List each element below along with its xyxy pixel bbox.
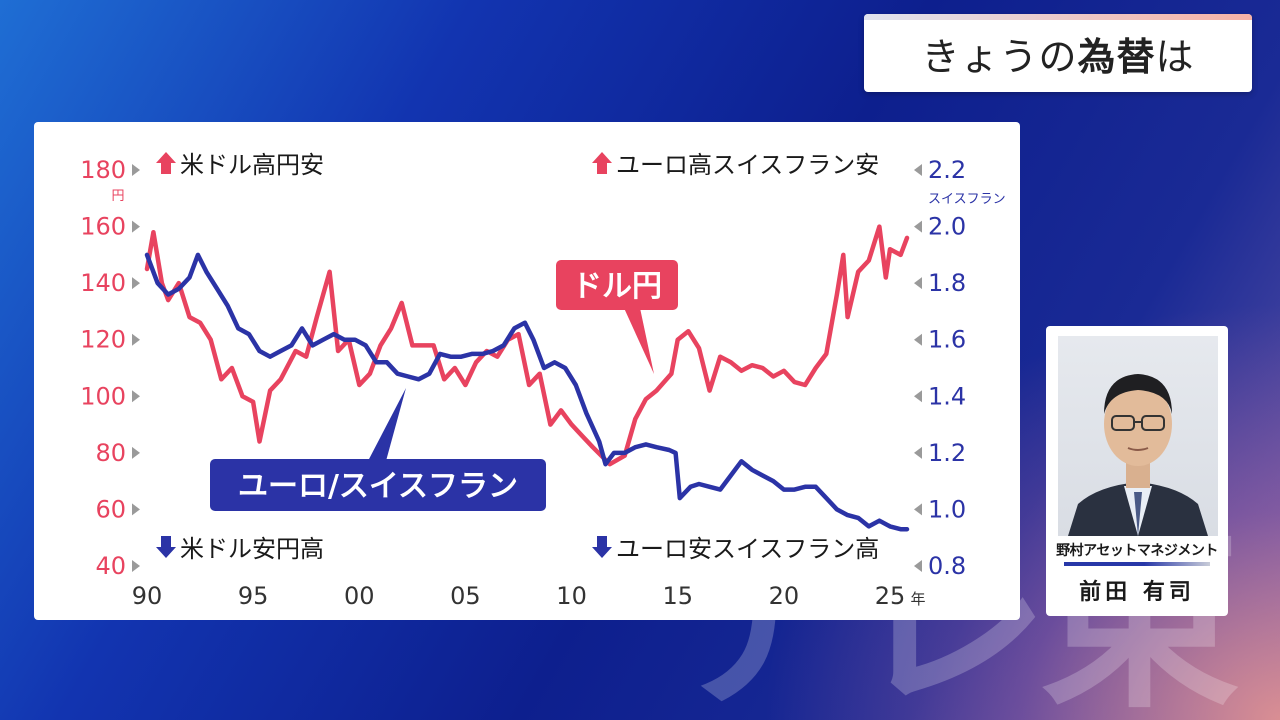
callout-usd-jpy-box	[556, 260, 678, 310]
right-tick-marker	[914, 277, 922, 290]
down-arrow-icon	[592, 536, 612, 558]
right-tick-label: 1.6	[928, 326, 966, 354]
x-tick-label: 95	[238, 582, 269, 610]
left-tick-marker	[132, 164, 140, 176]
left-tick-label: 140	[80, 269, 126, 297]
title-prefix: きょうの	[921, 34, 1078, 79]
note-eur-strong: ユーロ高スイスフラン安	[616, 151, 879, 179]
right-tick-label: 2.2	[928, 156, 966, 184]
right-tick-marker	[914, 164, 922, 176]
right-tick-marker	[914, 503, 922, 516]
series-line-eur-chf	[144, 252, 910, 532]
right-tick-label: 1.4	[928, 382, 966, 410]
x-tick-label: 90	[132, 582, 163, 610]
x-tick-label: 10	[556, 582, 587, 610]
callout-eur-chf-box	[210, 459, 546, 511]
callout-usd-jpy-label: ドル円	[572, 269, 662, 304]
x-tick-label: 00	[344, 582, 375, 610]
x-tick-label: 05	[450, 582, 481, 610]
up-arrow-icon	[156, 152, 176, 174]
left-axis-unit: 円	[111, 189, 124, 204]
guest-card: 野村アセットマネジメント 前田 有司	[1046, 326, 1228, 616]
left-tick-label: 180	[80, 156, 126, 184]
up-arrow-icon	[592, 152, 612, 174]
guest-organization: 野村アセットマネジメント	[1056, 543, 1218, 559]
left-tick-label: 60	[95, 495, 126, 523]
x-axis-unit: 年	[911, 590, 926, 608]
x-tick-label: 25	[875, 582, 906, 610]
title-suffix: は	[1155, 34, 1195, 79]
left-tick-marker	[132, 390, 140, 403]
down-arrow-icon	[156, 536, 176, 558]
callout-eur-chf-label: ユーロ/スイスフラン	[238, 469, 518, 504]
note-usd-strong: 米ドル高円安	[180, 151, 324, 179]
right-tick-label: 1.8	[928, 269, 966, 297]
left-tick-marker	[132, 333, 140, 346]
series-line-usd-jpy	[144, 224, 910, 467]
right-tick-marker	[914, 333, 922, 346]
fx-chart: 180 160 140 120 100 80 60 40 円 2.2 2.0 1.8 1.6 1.4 1.2…	[80, 151, 1006, 610]
title-accent-bar	[864, 14, 1252, 20]
guest-name: 前田 有司	[1079, 580, 1195, 605]
title-box: きょうの為替は	[864, 14, 1252, 92]
right-tick-marker	[914, 220, 922, 233]
x-tick-label: 20	[769, 582, 800, 610]
left-tick-label: 120	[80, 326, 126, 354]
left-tick-label: 40	[95, 552, 126, 580]
right-tick-label: 1.0	[928, 495, 966, 523]
left-tick-marker	[132, 560, 140, 572]
right-tick-label: 2.0	[928, 213, 966, 241]
note-eur-weak: ユーロ安スイスフラン高	[616, 535, 879, 563]
right-tick-label: 0.8	[928, 552, 966, 580]
left-tick-marker	[132, 277, 140, 290]
right-tick-marker	[914, 390, 922, 403]
right-tick-marker	[914, 446, 922, 459]
left-tick-label: 100	[80, 382, 126, 410]
title-emphasis: 為替	[1077, 34, 1156, 79]
right-tick-marker	[914, 560, 922, 572]
left-tick-marker	[132, 503, 140, 516]
left-tick-marker	[132, 220, 140, 233]
x-tick-label: 15	[662, 582, 693, 610]
left-tick-label: 80	[95, 439, 126, 467]
right-tick-label: 1.2	[928, 439, 966, 467]
page-title: きょうの為替は	[921, 26, 1194, 81]
callout-usd-jpy-pointer	[624, 308, 654, 374]
right-axis-unit: スイスフラン	[928, 192, 1006, 207]
chart-card: 180 160 140 120 100 80 60 40 円 2.2 2.0 1.8 1.6 1.4 1.2…	[34, 122, 1020, 620]
note-usd-weak: 米ドル安円高	[180, 535, 324, 563]
left-tick-marker	[132, 446, 140, 459]
guest-photo	[1058, 336, 1218, 536]
left-tick-label: 160	[80, 213, 126, 241]
organization-underline	[1064, 562, 1210, 566]
callout-eur-chf-pointer	[368, 388, 406, 461]
